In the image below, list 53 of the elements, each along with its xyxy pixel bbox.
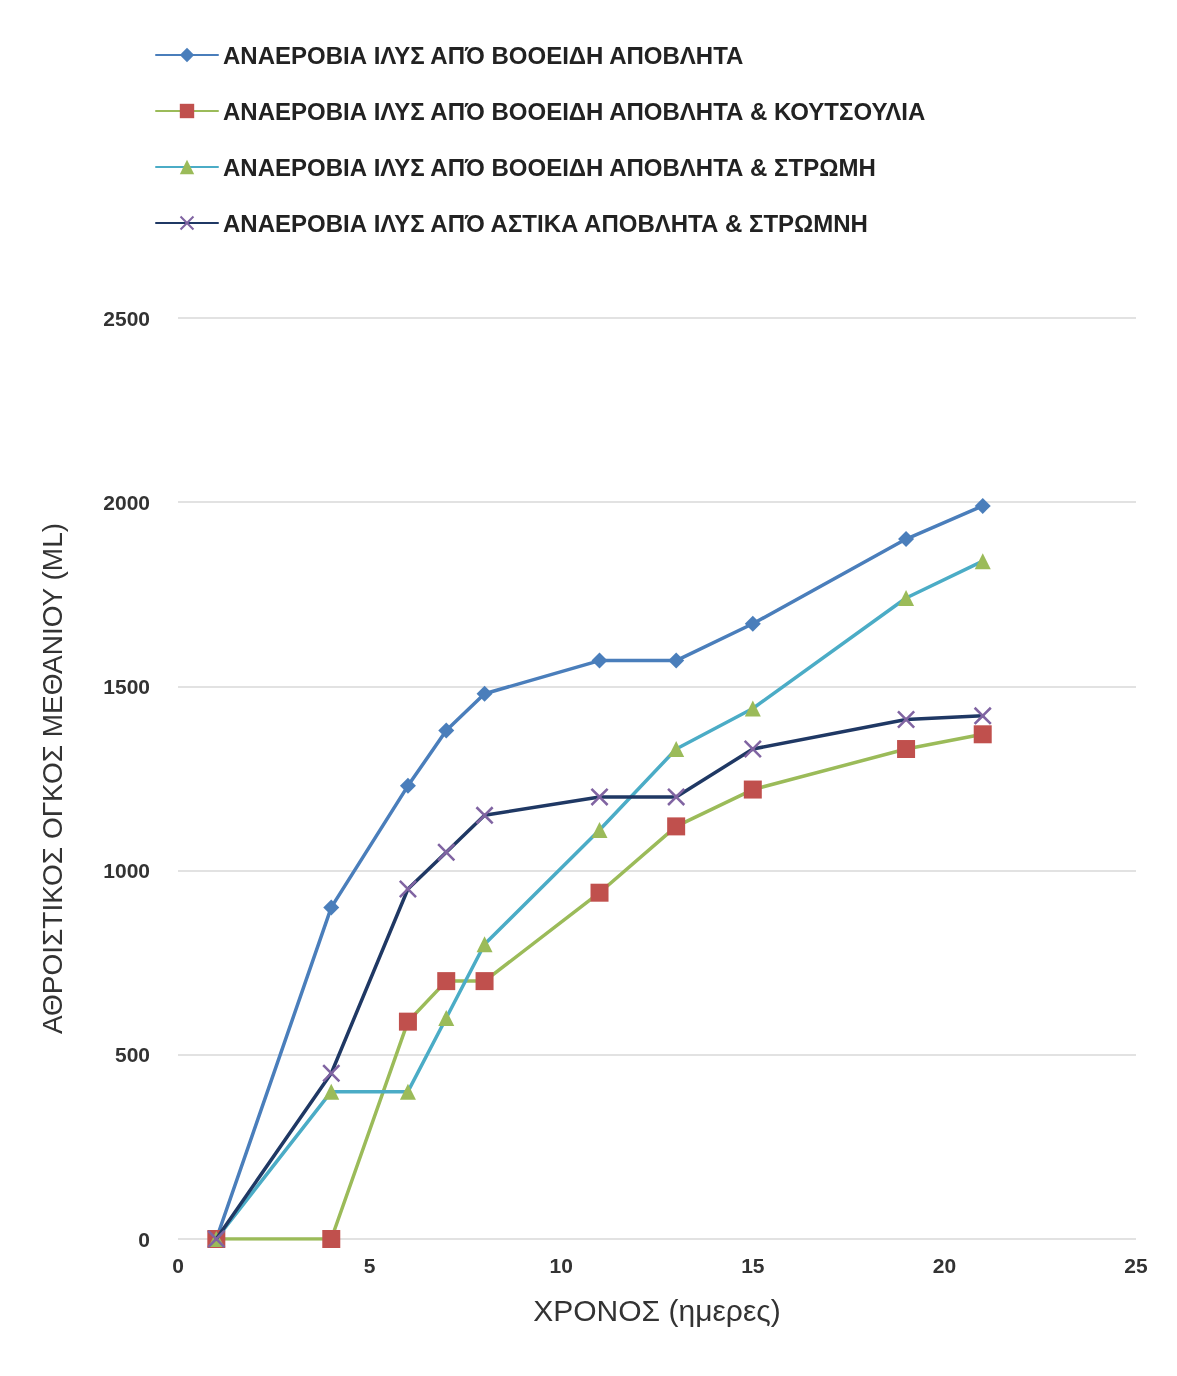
point [744,615,761,632]
point [668,652,685,669]
x-tick-label: 0 [172,1254,184,1277]
point [744,700,761,717]
y-tick-label: 1500 [103,674,150,698]
point [897,740,916,759]
y-axis-title: ΑΘΡΟΙΣΤΙΚΟΣ ΟΓΚΟΣ ΜΕΘΑΝΙΟΥ (ML) [36,522,68,1035]
point [743,780,762,799]
point [322,1230,341,1248]
point [590,883,609,902]
legend-label: ΑΝΑΕΡΟΒΙΑ ΙΛΥΣ ΑΠΌ ΒΟΟΕΙΔΗ ΑΠΟΒΛΗΤΑ & ΣΤΡΩΜΗ [223,153,876,181]
point [898,589,915,606]
x-axis-title: ΧΡΟΝΟΣ (ημερες) [533,1293,781,1327]
point [437,972,456,991]
point [974,497,991,514]
x-tick-label: 10 [549,1254,573,1277]
x-tick-label: 15 [741,1254,765,1277]
point [399,1083,416,1100]
point [590,787,609,806]
point [897,710,916,729]
point [475,972,494,991]
legend-label: ΑΝΑΕΡΟΒΙΑ ΙΛΥΣ ΑΠΌ ΑΣΤΙΚΑ ΑΠΟΒΛΗΤΑ & ΣΤΡΩΜΝΗ [223,209,868,237]
point [438,722,455,739]
y-tick-label: 1000 [103,859,150,883]
point [667,787,686,806]
point [974,553,991,570]
point [973,725,992,744]
y-tick-label: 2000 [103,490,150,514]
point [667,817,686,836]
legend-label: ΑΝΑΕΡΟΒΙΑ ΙΛΥΣ ΑΠΌ ΒΟΟΕΙΔΗ ΑΠΟΒΛΗΤΑ [223,41,744,69]
x-tick-label: 20 [932,1254,957,1277]
point [398,1012,417,1031]
point [437,843,456,862]
point [668,741,685,758]
point [475,806,494,825]
point [973,706,992,725]
point [323,1083,340,1100]
point [438,1009,455,1026]
point [322,1064,341,1083]
point [591,822,608,839]
point [476,936,493,953]
point [476,685,493,702]
x-tick-label: 25 [1124,1254,1148,1277]
point [591,652,608,669]
point [399,777,416,794]
point [898,531,915,548]
point [323,899,340,916]
legend-label: ΑΝΑΕΡΟΒΙΑ ΙΛΥΣ ΑΠΌ ΒΟΟΕΙΔΗ ΑΠΟΒΛΗΤΑ & ΚΟΥΤΣΟΥΛΙΑ [223,97,926,125]
y-tick-label: 500 [114,1043,150,1067]
y-tick-label: 0 [138,1227,150,1251]
point [743,740,762,759]
y-tick-label: 2500 [103,306,150,330]
x-tick-label: 5 [363,1254,376,1277]
